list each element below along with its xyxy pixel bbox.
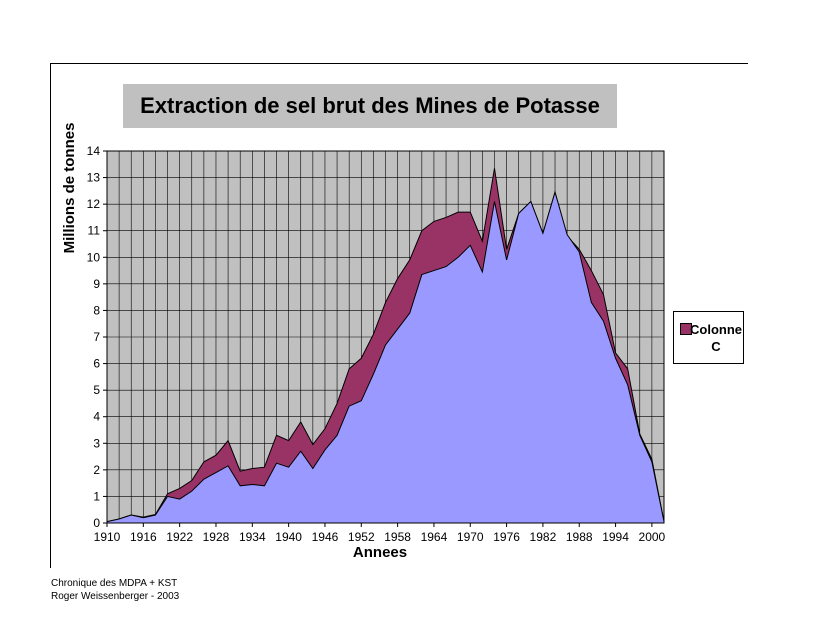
y-tick-label: 5 xyxy=(93,383,100,397)
x-tick-label: 1952 xyxy=(348,530,375,544)
y-axis-label: Millions de tonnes xyxy=(61,123,78,254)
x-tick-label: 1964 xyxy=(421,530,448,544)
x-tick-label: 1946 xyxy=(312,530,339,544)
y-tick-label: 8 xyxy=(93,303,100,317)
y-tick-label: 10 xyxy=(87,250,101,264)
x-tick-label: 1928 xyxy=(203,530,230,544)
x-tick-label: 1976 xyxy=(493,530,520,544)
legend-label: Colonne C xyxy=(690,322,742,354)
x-tick-label: 2000 xyxy=(639,530,666,544)
legend: Colonne C xyxy=(673,311,744,364)
x-tick-label: 1940 xyxy=(275,530,302,544)
y-tick-label: 4 xyxy=(93,410,100,424)
y-tick-label: 6 xyxy=(93,357,100,371)
plot-area xyxy=(106,150,665,524)
x-tick-label: 1916 xyxy=(130,530,157,544)
x-tick-label: 1970 xyxy=(457,530,484,544)
y-tick-label: 0 xyxy=(93,516,100,530)
x-tick-label: 1934 xyxy=(239,530,266,544)
y-tick-label: 3 xyxy=(93,436,100,450)
chart-title-box: Extraction de sel brut des Mines de Pota… xyxy=(123,84,617,128)
credit-line-1: Chronique des MDPA + KST xyxy=(51,578,178,589)
credit-line-2: Roger Weissenberger - 2003 xyxy=(51,591,180,602)
chart-title: Extraction de sel brut des Mines de Pota… xyxy=(140,93,600,118)
area-series-lower xyxy=(106,190,665,524)
y-tick-label: 14 xyxy=(87,144,101,158)
y-tick-label: 2 xyxy=(93,463,100,477)
x-axis-label: Annees xyxy=(353,544,407,561)
y-tick-label: 12 xyxy=(87,197,101,211)
y-tick-label: 13 xyxy=(87,171,101,185)
x-tick-label: 1922 xyxy=(166,530,193,544)
y-tick-label: 11 xyxy=(88,224,101,238)
x-tick-label: 1958 xyxy=(384,530,411,544)
legend-swatch xyxy=(680,323,692,335)
credits: Chronique des MDPA + KST Roger Weissenbe… xyxy=(51,577,179,603)
x-tick-label: 1988 xyxy=(566,530,593,544)
y-tick-label: 7 xyxy=(93,330,100,344)
y-tick-label: 1 xyxy=(93,489,100,503)
x-tick-label: 1910 xyxy=(94,530,121,544)
x-tick-label: 1994 xyxy=(602,530,629,544)
y-tick-label: 9 xyxy=(93,277,100,291)
x-tick-label: 1982 xyxy=(530,530,557,544)
x-axis-ticks: 1910 1916 1922 1928 1934 1940 1946 1952 1958 1964… xyxy=(94,523,666,544)
chart-frame xyxy=(50,63,748,568)
